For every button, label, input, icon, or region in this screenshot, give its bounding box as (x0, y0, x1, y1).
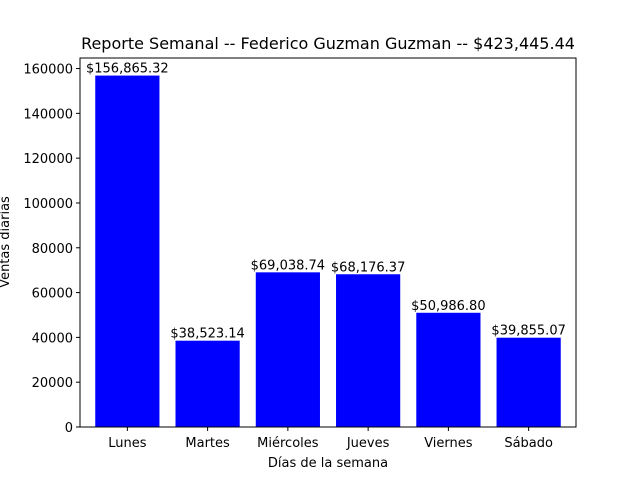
y-tick-label: 60000 (32, 287, 73, 302)
x-axis-label: Días de la semana (268, 456, 388, 471)
x-tick-label: Martes (185, 436, 230, 451)
data-label-sábado: $39,855.07 (491, 324, 565, 339)
y-tick-label: 80000 (32, 242, 73, 257)
plot-frame (79, 57, 577, 428)
bar-miércoles (255, 272, 320, 427)
x-tick-label: Jueves (346, 436, 390, 451)
y-tick-label: 140000 (23, 107, 73, 122)
y-tick-label: 120000 (23, 152, 73, 167)
y-tick-label: 20000 (32, 376, 73, 391)
data-label-viernes: $50,986.80 (411, 299, 485, 314)
bar-martes (175, 340, 240, 427)
x-tick-label: Lunes (108, 436, 146, 451)
y-tick-label: 0 (65, 421, 73, 436)
y-tick-label: 100000 (23, 197, 73, 212)
chart-title: Reporte Semanal -- Federico Guzman Guzma… (81, 34, 575, 53)
y-axis: 0 20000 40000 60000 80000 100000 120000 140000 1… (23, 63, 80, 436)
bar-viernes (416, 312, 481, 427)
bar-sábado (496, 337, 561, 427)
data-label-jueves: $68,176.37 (331, 260, 405, 275)
y-axis-label: Ventas diarias (0, 196, 13, 288)
y-tick-label: 40000 (32, 331, 73, 346)
x-tick-label: Miércoles (257, 436, 319, 451)
bars-group (95, 75, 561, 427)
bar-jueves (336, 274, 401, 427)
data-label-martes: $38,523.14 (170, 327, 244, 342)
data-label-miércoles: $69,038.74 (251, 258, 325, 273)
data-labels-group: $156,865.32 $38,523.14 $69,038.74 $68,176.3… (86, 62, 566, 342)
x-axis: Lunes Martes Miércoles Jueves Viernes Sábado (108, 427, 553, 451)
y-tick-label: 160000 (23, 63, 73, 78)
bar-lunes (95, 75, 160, 427)
data-label-lunes: $156,865.32 (86, 62, 169, 77)
x-tick-label: Viernes (424, 436, 473, 451)
x-tick-label: Sábado (504, 436, 553, 451)
